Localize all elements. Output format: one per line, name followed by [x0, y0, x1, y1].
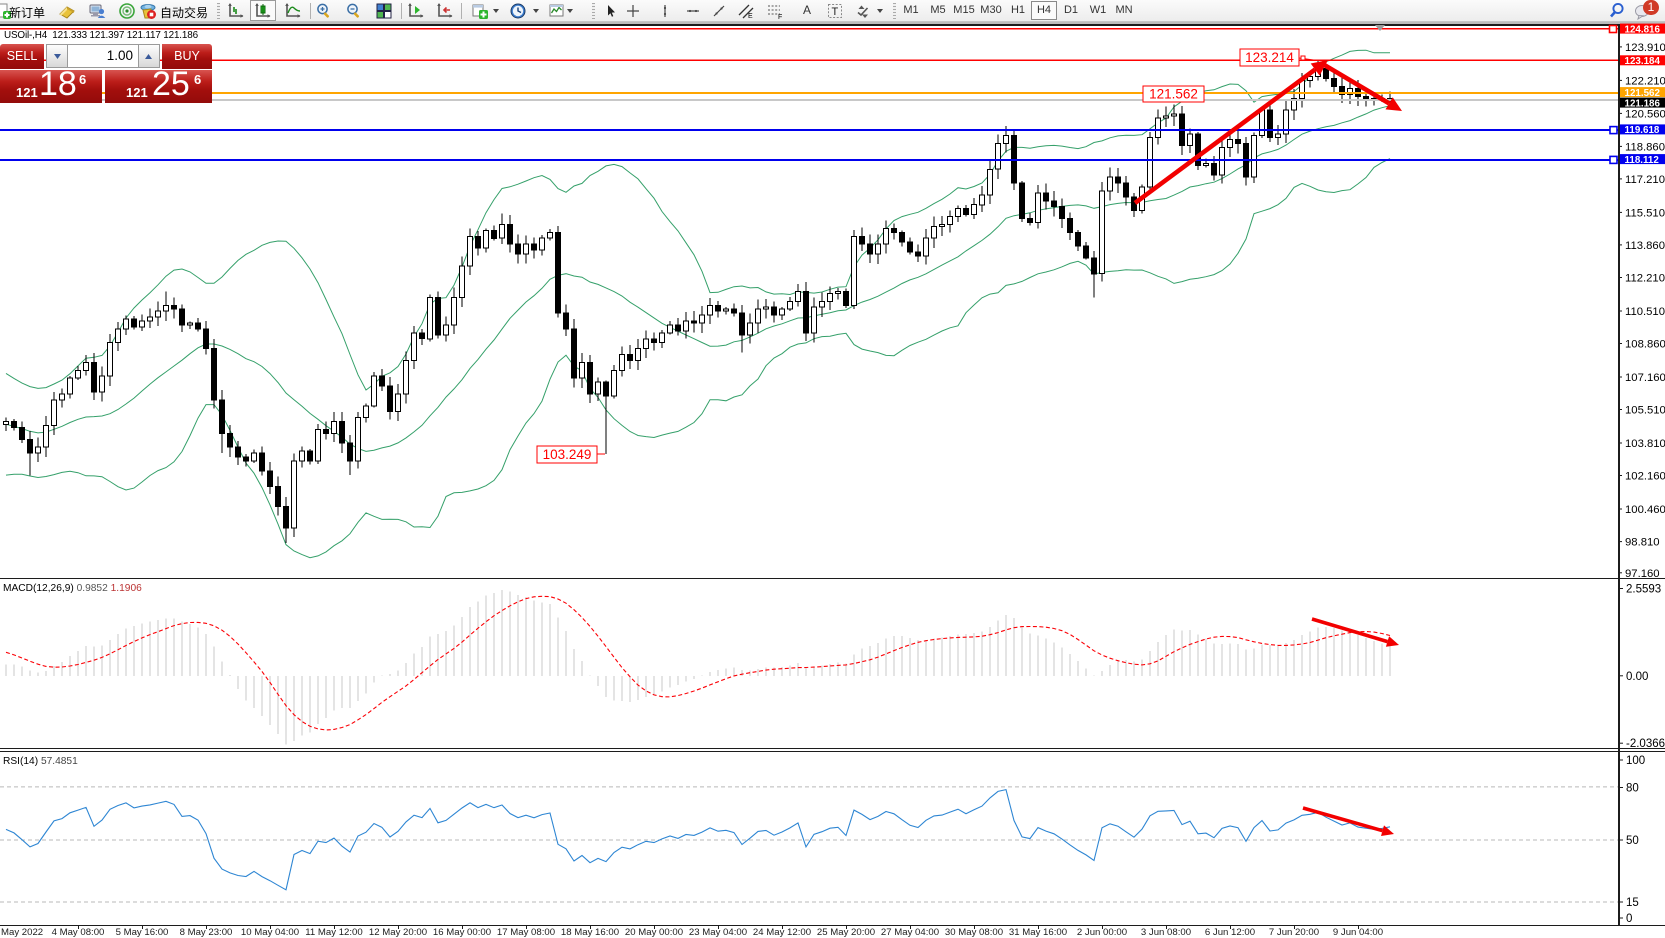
- svg-text:MACD(12,26,9) 0.9852 1.1906: MACD(12,26,9) 0.9852 1.1906: [3, 583, 142, 594]
- svg-text:123.184: 123.184: [1625, 56, 1661, 67]
- svg-text:7 Jun 20:00: 7 Jun 20:00: [1269, 927, 1319, 938]
- svg-text:27 May 04:00: 27 May 04:00: [881, 927, 939, 938]
- svg-text:25 May 20:00: 25 May 20:00: [817, 927, 875, 938]
- svg-text:5 May 16:00: 5 May 16:00: [116, 927, 169, 938]
- svg-text:USOil-,H4 121.333 121.397 121: USOil-,H4 121.333 121.397 121.117 121.18…: [4, 30, 199, 41]
- svg-text:118.112: 118.112: [1625, 155, 1660, 166]
- svg-text:118.860: 118.860: [1625, 141, 1665, 153]
- svg-text:119.618: 119.618: [1625, 125, 1660, 136]
- svg-text:117.210: 117.210: [1625, 174, 1665, 186]
- svg-text:115.510: 115.510: [1625, 207, 1665, 219]
- svg-text:12 May 20:00: 12 May 20:00: [369, 927, 427, 938]
- svg-text:F: F: [778, 14, 782, 20]
- svg-text:108.860: 108.860: [1625, 339, 1665, 351]
- svg-text:124.816: 124.816: [1625, 24, 1661, 35]
- svg-text:120.560: 120.560: [1625, 108, 1665, 120]
- svg-text:23 May 04:00: 23 May 04:00: [689, 927, 747, 938]
- svg-text:17 May 08:00: 17 May 08:00: [497, 927, 555, 938]
- svg-text:2 Jun 00:00: 2 Jun 00:00: [1077, 927, 1127, 938]
- svg-text:0.00: 0.00: [1626, 671, 1648, 683]
- svg-text:98.810: 98.810: [1625, 537, 1660, 549]
- svg-text:123.910: 123.910: [1625, 42, 1665, 54]
- svg-text:6 Jun 12:00: 6 Jun 12:00: [1205, 927, 1255, 938]
- svg-text:121.562: 121.562: [1625, 88, 1661, 99]
- svg-text:105.510: 105.510: [1625, 405, 1665, 417]
- svg-text:112.210: 112.210: [1625, 273, 1665, 285]
- svg-text:121.562: 121.562: [1149, 87, 1198, 102]
- svg-text:102.160: 102.160: [1625, 471, 1665, 483]
- svg-text:May 2022: May 2022: [1, 927, 43, 938]
- svg-text:9 Jun 04:00: 9 Jun 04:00: [1333, 927, 1383, 938]
- svg-text:4 May 08:00: 4 May 08:00: [52, 927, 105, 938]
- svg-text:11 May 12:00: 11 May 12:00: [305, 927, 362, 938]
- svg-text:121.186: 121.186: [1625, 98, 1661, 109]
- svg-text:0: 0: [1626, 913, 1632, 925]
- svg-text:15: 15: [1626, 897, 1639, 909]
- svg-text:30 May 08:00: 30 May 08:00: [945, 927, 1003, 938]
- svg-text:97.160: 97.160: [1625, 568, 1660, 580]
- svg-text:123.214: 123.214: [1245, 50, 1294, 65]
- svg-text:122.210: 122.210: [1625, 75, 1665, 87]
- svg-text:110.510: 110.510: [1625, 306, 1665, 318]
- svg-text:16 May 00:00: 16 May 00:00: [433, 927, 491, 938]
- svg-text:24 May 12:00: 24 May 12:00: [753, 927, 811, 938]
- svg-text:E: E: [748, 13, 753, 20]
- svg-text:113.860: 113.860: [1625, 240, 1665, 252]
- svg-text:103.249: 103.249: [543, 447, 592, 462]
- svg-text:100: 100: [1626, 755, 1645, 767]
- svg-text:2.5593: 2.5593: [1626, 584, 1661, 596]
- svg-text:100.460: 100.460: [1625, 504, 1665, 516]
- svg-text:8 May 23:00: 8 May 23:00: [180, 927, 233, 938]
- svg-text:18 May 16:00: 18 May 16:00: [561, 927, 619, 938]
- svg-text:10 May 04:00: 10 May 04:00: [241, 927, 299, 938]
- svg-text:20 May 00:00: 20 May 00:00: [625, 927, 683, 938]
- svg-text:50: 50: [1626, 835, 1639, 847]
- svg-text:-2.0366: -2.0366: [1626, 738, 1665, 750]
- svg-text:RSI(14) 57.4851: RSI(14) 57.4851: [3, 756, 78, 767]
- svg-text:3 Jun 08:00: 3 Jun 08:00: [1141, 927, 1191, 938]
- svg-text:T: T: [832, 6, 839, 18]
- svg-text:103.810: 103.810: [1625, 438, 1665, 450]
- svg-text:80: 80: [1626, 783, 1639, 795]
- svg-text:107.160: 107.160: [1625, 372, 1665, 384]
- svg-text:31 May 16:00: 31 May 16:00: [1009, 927, 1067, 938]
